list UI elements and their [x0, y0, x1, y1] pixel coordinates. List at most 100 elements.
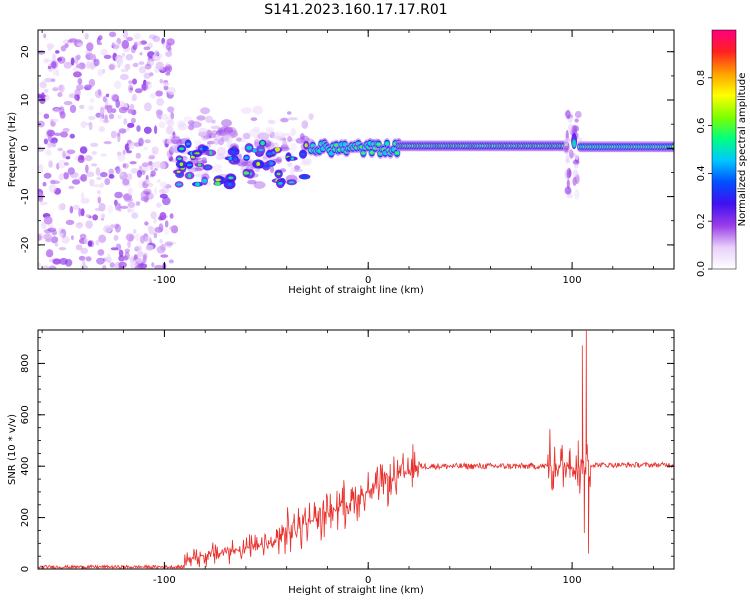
spectrogram-blob	[131, 212, 139, 219]
spectrogram-blob	[136, 41, 143, 46]
spectrogram-blob	[384, 142, 390, 145]
spectrogram-blob	[38, 197, 44, 203]
spectrogram-blob	[121, 39, 130, 49]
spectrogram-blob	[91, 151, 97, 155]
x-tick-label: -100	[153, 575, 176, 586]
spectrogram-blob	[240, 107, 253, 114]
spectrogram-blob	[80, 174, 88, 182]
spectrogram-blob	[47, 65, 52, 70]
spectrogram-blob	[138, 137, 144, 147]
spectrogram-blob	[96, 190, 101, 195]
spectrogram-blob	[566, 193, 573, 199]
spectrogram-blob	[86, 42, 94, 52]
spectrogram-blob	[301, 158, 312, 164]
spectrogram-blob	[99, 106, 105, 115]
spectrogram-blob	[45, 249, 54, 258]
spectrogram-blob	[282, 139, 288, 148]
spectrogram-blob	[124, 251, 130, 260]
spectrogram-blob	[187, 164, 192, 166]
spectrogram-blob	[120, 205, 129, 209]
spectrogram-blob	[96, 41, 103, 46]
spectrogram-blob	[88, 105, 94, 111]
spectrogram-blob	[105, 93, 110, 98]
x-tick-label: 100	[563, 275, 582, 286]
spectrogram-blob	[566, 179, 570, 189]
spectrogram-blob	[287, 117, 298, 121]
spectrogram-blob	[44, 94, 50, 101]
spectrogram-blob	[90, 97, 95, 104]
spectrogram-blob	[124, 197, 133, 203]
spectrogram-blob	[153, 218, 157, 224]
spectrogram-blob	[574, 188, 580, 200]
spectrogram-blob	[223, 135, 233, 144]
spectrogram-blob	[96, 257, 105, 265]
spectrogram-blob	[122, 178, 130, 186]
spectrogram-blob	[278, 182, 283, 185]
spectrogram-blob	[272, 135, 284, 139]
spectrogram-blob	[126, 126, 130, 132]
spectrogram-blob	[135, 152, 141, 159]
spectrogram-blob	[194, 167, 203, 172]
snr-chart: -100 0 100 0 200 400 600 800 Height of straight…	[7, 329, 675, 596]
spectrogram-blob	[122, 30, 129, 39]
spectrogram-blob	[151, 262, 155, 268]
spectrogram-blob	[150, 170, 156, 177]
spectrogram-blob	[216, 147, 226, 156]
spectrogram-blob	[104, 178, 110, 186]
spectrogram-blob	[70, 57, 75, 66]
spectrogram-blob	[85, 171, 95, 178]
spectrogram-blob	[140, 83, 149, 91]
spectrogram-blob	[151, 146, 159, 155]
spectrogram-blob	[75, 244, 83, 251]
spectrogram-blob	[110, 247, 119, 251]
spectrogram-blob	[138, 61, 145, 65]
spectrogram-blob	[143, 46, 151, 51]
y-tick-label: -10	[20, 188, 31, 204]
spectrogram-blob	[69, 104, 77, 114]
spectrogram-blob	[123, 255, 128, 261]
spectrogram-blob	[38, 111, 43, 115]
spectrogram-blob	[55, 50, 60, 54]
spectrogram-blob	[266, 152, 273, 156]
spectrogram-blob	[97, 69, 104, 76]
spectrogram-blob	[83, 84, 92, 91]
spectrogram-blob	[214, 181, 221, 186]
spectrogram-blob	[133, 41, 138, 47]
spectrogram-blob	[108, 113, 115, 120]
spectrogram-blob	[198, 127, 208, 137]
spectrogram-blob	[85, 122, 92, 126]
spectrogram-blob	[73, 71, 82, 78]
colorbar-tick-label: 0.6	[696, 118, 707, 134]
spectrogram-blob	[163, 85, 169, 91]
spectrogram-blob	[39, 201, 48, 206]
spectrogram-blob	[295, 138, 305, 144]
spectrogram-blob	[89, 62, 96, 70]
spectrogram-blob	[72, 204, 80, 211]
spectrogram-blob	[242, 132, 251, 140]
spectrogram-blob	[257, 132, 270, 140]
spectrogram-blob	[568, 149, 574, 159]
spectrogram-blob	[89, 53, 96, 61]
spectrogram-blob	[90, 142, 99, 147]
spectrogram-blob	[289, 142, 297, 152]
spectrogram-marks	[38, 30, 674, 269]
spectrogram-blob	[50, 119, 54, 127]
colorbar-tick-label: 0.8	[696, 70, 707, 86]
spectrogram-blob	[44, 88, 49, 93]
spectrogram-blob	[108, 168, 114, 176]
spectrogram-blob	[62, 127, 70, 133]
spectrogram-blob	[167, 119, 175, 127]
spectrogram-blob	[166, 125, 174, 135]
spectrogram-blob	[95, 167, 101, 176]
spectrogram-blob	[48, 160, 53, 168]
colorbar: 0.0 0.2 0.4 0.6 0.8 Normalized spectral ampl…	[696, 29, 748, 277]
spectrogram-blob	[244, 156, 249, 160]
spectrogram-blob	[125, 53, 134, 61]
spectrogram-blob	[169, 213, 174, 219]
spectrogram-blob	[80, 208, 85, 217]
spectrogram-blob	[103, 141, 112, 145]
spectrogram-blob	[127, 201, 136, 208]
spectrogram-blob	[109, 31, 117, 38]
